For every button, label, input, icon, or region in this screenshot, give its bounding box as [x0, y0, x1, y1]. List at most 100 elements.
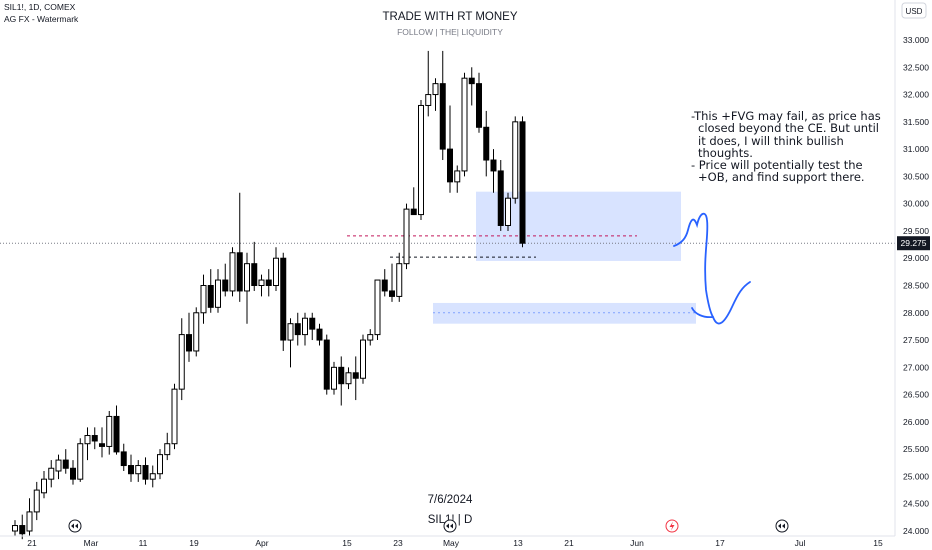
candle-body	[26, 511, 33, 532]
candles-layer	[12, 50, 526, 540]
candle-body	[33, 489, 40, 513]
candle	[135, 460, 142, 482]
news-marker-2[interactable]	[443, 519, 457, 533]
candle	[62, 449, 69, 474]
candle-body	[106, 415, 113, 447]
candle-body	[265, 279, 272, 286]
price-tick-label: 26.000	[903, 417, 929, 427]
candle	[178, 318, 185, 401]
candle	[215, 269, 221, 313]
candle	[41, 470, 47, 499]
candle	[476, 72, 482, 133]
price-tick-label: 25.000	[903, 471, 929, 481]
candle-body	[331, 366, 337, 390]
annotations-layer: -This +FVG may fail, as price has closed…	[673, 109, 881, 325]
news-marker-3[interactable]	[775, 519, 789, 533]
candle	[149, 465, 156, 488]
candle	[55, 454, 62, 480]
candle	[483, 110, 490, 177]
candle-body	[236, 252, 243, 292]
candle	[186, 312, 192, 362]
candle-body	[338, 366, 345, 385]
candle-body	[519, 121, 526, 244]
fvg-scribble-arrow	[673, 212, 714, 318]
currency-button[interactable]	[901, 2, 927, 19]
candle-body	[490, 159, 497, 172]
candle	[171, 383, 178, 450]
candle-body	[309, 317, 316, 330]
candle	[454, 165, 461, 193]
candle-body	[410, 208, 417, 216]
candle	[19, 514, 26, 540]
candle-body	[505, 197, 511, 226]
candle-body	[12, 525, 18, 532]
time-tick-label: 17	[715, 538, 725, 548]
price-tick-label: 30.500	[903, 171, 929, 181]
dividend-marker[interactable]	[665, 519, 679, 533]
candle-body	[258, 279, 265, 286]
candle-body	[273, 257, 279, 287]
lightning-icon	[669, 521, 675, 531]
news-marker-1[interactable]	[68, 519, 82, 533]
price-axis[interactable]: 24.000 24.500 25.000 25.500 26.000 26.500 27.0…	[894, 0, 930, 536]
candle-body	[468, 77, 475, 85]
time-axis[interactable]: 21 Mar 11 19 Apr 15 23 May 13 21 Jun 17 Jul 15	[0, 535, 895, 548]
candle-body	[483, 126, 490, 161]
candle-body	[447, 148, 453, 183]
candle-body	[360, 339, 366, 379]
note-line-2: closed beyond the CE. But until	[698, 121, 879, 135]
candle	[338, 356, 345, 406]
candle-body	[367, 334, 374, 341]
candle	[70, 460, 76, 485]
candle	[345, 367, 352, 390]
time-tick-label: May	[443, 538, 460, 548]
candle	[265, 269, 272, 297]
candle	[84, 427, 91, 461]
price-tick-label: 31.500	[903, 117, 929, 127]
candle	[33, 481, 40, 521]
candle-body	[135, 465, 142, 475]
candle-body	[215, 279, 221, 308]
candle-body	[425, 94, 432, 106]
candle-body	[316, 328, 323, 341]
candle-body	[403, 208, 410, 265]
candle	[410, 187, 417, 216]
last-price-value: 29.275	[901, 238, 927, 248]
forward-arrows-icon	[71, 523, 78, 529]
candle-body	[207, 285, 214, 308]
candle	[236, 192, 243, 302]
candle-body	[70, 467, 76, 480]
candle	[142, 457, 149, 485]
candle	[316, 323, 323, 346]
candle	[352, 356, 359, 401]
candle-body	[418, 104, 424, 216]
candle	[309, 312, 316, 341]
time-tick-label: 21	[564, 538, 574, 548]
candle-body	[84, 435, 91, 445]
last-price-tag	[897, 236, 930, 251]
candle-body	[389, 290, 395, 297]
candle	[193, 307, 200, 357]
candle-body	[323, 339, 330, 390]
candle-body	[171, 388, 178, 445]
price-tick-label: 29.000	[903, 253, 929, 263]
price-tick-label: 27.000	[903, 362, 929, 372]
symbol-info[interactable]: SIL1!, 1D, COMEX	[4, 2, 76, 12]
candle-body	[396, 263, 403, 297]
candle	[244, 252, 250, 324]
candle	[432, 78, 439, 111]
footer-date: 7/6/2024	[428, 494, 473, 506]
candle-body	[432, 83, 439, 96]
candle	[26, 498, 33, 537]
candle-body	[287, 323, 294, 341]
candle-body	[149, 473, 156, 480]
note-line-5: - Price will potentially test the	[691, 158, 863, 172]
candle	[323, 334, 330, 395]
candle	[519, 116, 526, 248]
candle-body	[164, 443, 171, 456]
note-line-3: it does, I will think bullish	[698, 134, 844, 148]
time-tick-label: 23	[393, 538, 403, 548]
price-tick-label: 28.500	[903, 281, 929, 291]
candle-body	[302, 317, 308, 336]
